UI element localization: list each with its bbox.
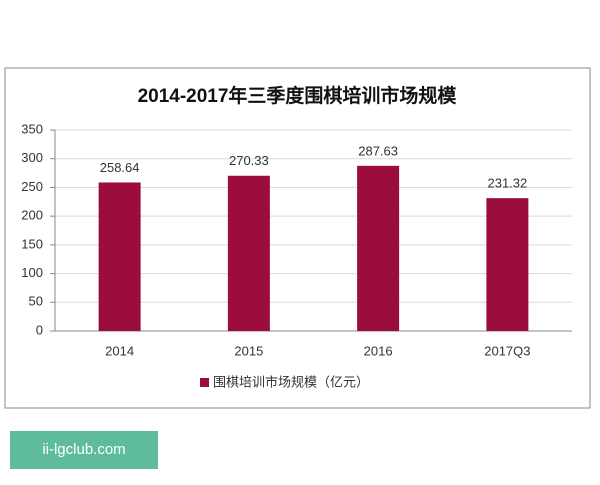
y-tick-label: 200 <box>21 208 43 223</box>
watermark: ii-lgclub.com <box>42 441 125 458</box>
y-tick-label: 0 <box>36 322 43 337</box>
legend-label: 围棋培训市场规模（亿元） <box>213 374 369 389</box>
x-tick-label: 2015 <box>234 343 263 358</box>
legend-swatch <box>200 378 209 387</box>
bar <box>486 198 529 331</box>
x-tick-label: 2016 <box>364 343 393 358</box>
y-tick-label: 150 <box>21 236 43 251</box>
y-tick-label: 250 <box>21 179 43 194</box>
bar <box>98 182 141 331</box>
y-tick-label: 50 <box>29 294 43 309</box>
y-tick-label: 100 <box>21 265 43 280</box>
x-tick-label: 2014 <box>105 343 134 358</box>
value-label: 287.63 <box>358 143 398 158</box>
y-tick-label: 300 <box>21 150 43 165</box>
watermark-box <box>10 431 158 469</box>
chart-title: 2014-2017年三季度围棋培训市场规模 <box>138 84 458 107</box>
bar <box>357 165 400 331</box>
value-label: 258.64 <box>100 160 140 175</box>
value-label: 231.32 <box>487 176 527 191</box>
value-label: 270.33 <box>229 153 269 168</box>
y-tick-label: 350 <box>21 121 43 136</box>
bar <box>227 175 270 331</box>
x-tick-label: 2017Q3 <box>484 343 530 358</box>
